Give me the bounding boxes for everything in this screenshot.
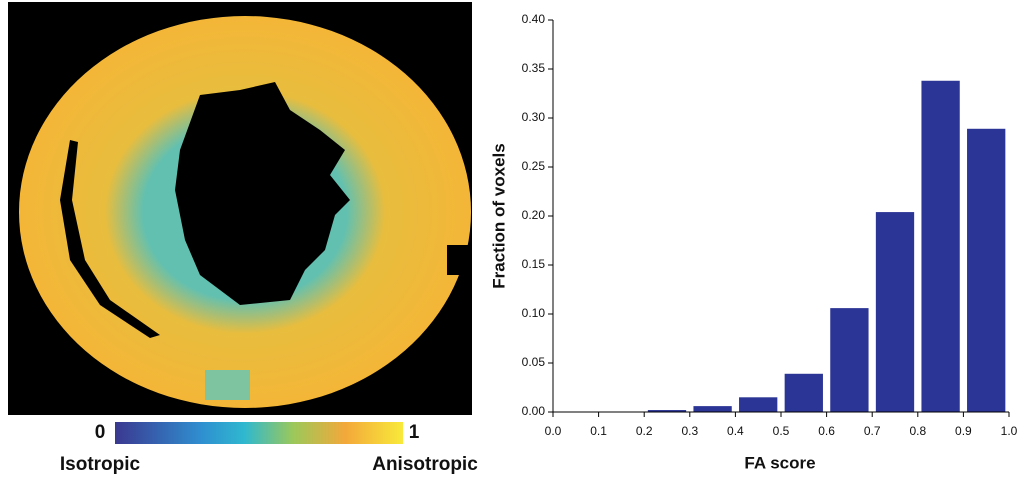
y-tick-label: 0.00 (522, 404, 546, 418)
bar (739, 397, 778, 412)
fa-map-image (8, 2, 472, 415)
y-tick-label: 0.05 (522, 355, 546, 369)
x-tick-label: 0.6 (818, 424, 835, 438)
x-tick-label: 0.2 (636, 424, 653, 438)
x-tick-label: 0.1 (590, 424, 607, 438)
bar (693, 406, 732, 412)
bar (967, 128, 1006, 412)
colorbar-high-label: Anisotropic (372, 454, 478, 475)
x-axis-label: FA score (744, 453, 815, 472)
colorbar (115, 422, 403, 444)
y-tick-label: 0.25 (522, 159, 546, 173)
histogram: FA score Fraction of voxels 0.000.050.10… (489, 12, 1017, 472)
y-tick-label: 0.10 (522, 306, 546, 320)
bar (647, 410, 687, 412)
colorbar-min: 0 (95, 422, 106, 443)
x-tick-label: 0.4 (727, 424, 744, 438)
y-tick-label: 0.30 (522, 110, 546, 124)
y-axis-label: Fraction of voxels (489, 143, 508, 288)
bar (875, 212, 915, 412)
bar (830, 308, 869, 412)
bar (784, 373, 823, 412)
y-tick-label: 0.35 (522, 61, 546, 75)
y-tick-label: 0.15 (522, 257, 546, 271)
x-tick-label: 0.7 (864, 424, 881, 438)
y-tick-label: 0.20 (522, 208, 546, 222)
x-tick-label: 0.5 (773, 424, 790, 438)
x-tick-label: 0.9 (955, 424, 972, 438)
x-tick-label: 0.3 (681, 424, 698, 438)
x-tick-label: 0.0 (545, 424, 562, 438)
x-tick-label: 1.0 (1001, 424, 1018, 438)
x-tick-label: 0.8 (909, 424, 926, 438)
colorbar-max: 1 (409, 422, 420, 443)
colorbar-low-label: Isotropic (60, 454, 141, 475)
y-tick-label: 0.40 (522, 12, 546, 26)
bar (921, 80, 960, 412)
